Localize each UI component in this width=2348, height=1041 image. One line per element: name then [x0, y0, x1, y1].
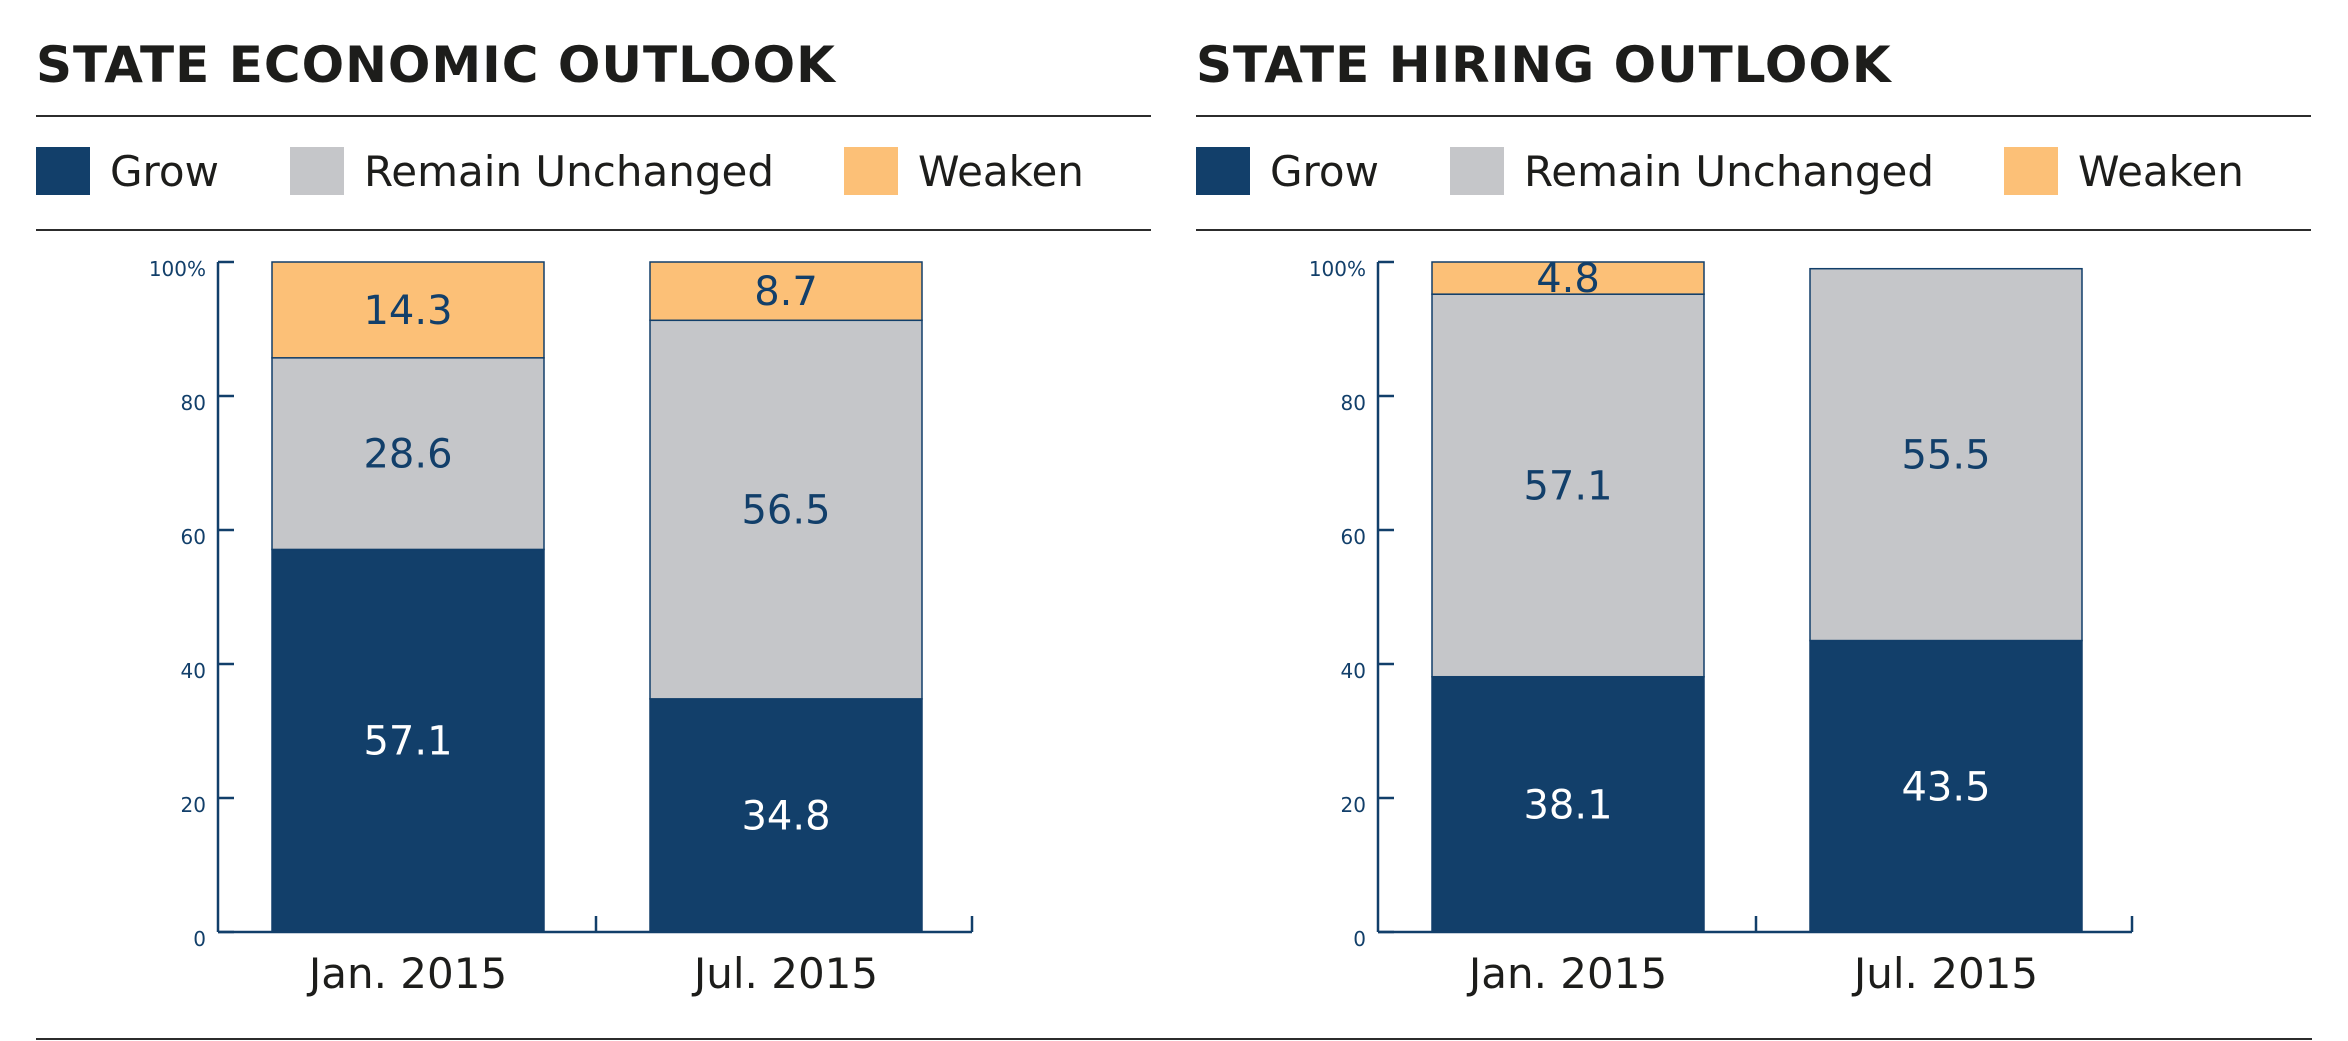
- bar-segment-grow: [1431, 675, 1705, 933]
- legend-swatch-unchanged: [1450, 147, 1504, 195]
- bar-segment-unchanged: [649, 319, 923, 700]
- divider: [36, 229, 1151, 231]
- x-tick-label: Jul. 2015: [691, 949, 878, 998]
- legend-label-weaken: Weaken: [2078, 146, 2244, 196]
- data-label-unchanged: 55.5: [1901, 433, 1990, 479]
- data-label-unchanged: 57.1: [1523, 463, 1612, 509]
- legend-swatch-weaken: [844, 147, 898, 195]
- legend-item-grow: Grow: [36, 143, 219, 199]
- x-tick-label: Jan. 2015: [306, 949, 507, 998]
- data-label-unchanged: 56.5: [741, 488, 830, 534]
- divider: [1196, 115, 2311, 117]
- bar-segment-unchanged: [1809, 267, 2083, 642]
- legend-swatch-weaken: [2004, 147, 2058, 195]
- data-label-grow: 38.1: [1523, 782, 1612, 828]
- y-tick-label: 0: [1353, 927, 1366, 951]
- bar-segment-grow: [271, 548, 545, 933]
- economic-outlook-chart: 57.1 28.6 14.3 Jan. 2015 34.8 56.5 8.7 Jul. 201…: [149, 257, 974, 998]
- legend-item-unchanged: Remain Unchanged: [290, 143, 774, 199]
- legend: Grow Remain Unchanged Weaken: [1196, 143, 2311, 199]
- hiring-outlook-panel: STATE HIRING OUTLOOK Grow Remain Unchang…: [1196, 0, 2311, 1041]
- chart-title: STATE ECONOMIC OUTLOOK: [36, 36, 836, 94]
- divider: [1196, 229, 2311, 231]
- divider: [36, 115, 1151, 117]
- y-tick-label: 80: [1341, 391, 1366, 415]
- economic-outlook-panel: STATE ECONOMIC OUTLOOK Grow Remain Uncha…: [36, 0, 1151, 1041]
- y-tick-label: 0: [193, 927, 206, 951]
- legend-item-grow: Grow: [1196, 143, 1379, 199]
- data-label-grow: 57.1: [363, 719, 452, 765]
- y-tick-label: 60: [1341, 525, 1366, 549]
- data-label-unchanged: 28.6: [363, 432, 452, 478]
- data-label-grow: 34.8: [741, 793, 830, 839]
- data-label-weaken: 4.8: [1536, 256, 1600, 302]
- y-tick-label: 100%: [1309, 257, 1366, 281]
- bar-segment-unchanged: [271, 357, 545, 551]
- bar-segment-weaken: [271, 261, 545, 359]
- legend-label-unchanged: Remain Unchanged: [1524, 146, 1935, 196]
- y-tick-label: 100%: [149, 257, 206, 281]
- legend-swatch-grow: [36, 147, 90, 195]
- bar-segment-weaken: [1431, 261, 1705, 295]
- chart-title: STATE HIRING OUTLOOK: [1196, 36, 1892, 94]
- legend-label-weaken: Weaken: [918, 146, 1084, 196]
- legend-item-weaken: Weaken: [844, 143, 1084, 199]
- legend-swatch-grow: [1196, 147, 1250, 195]
- y-tick-label: 40: [181, 659, 206, 683]
- data-label-grow: 43.5: [1901, 764, 1990, 810]
- hiring-outlook-chart: 38.1 57.1 4.8 Jan. 2015 43.5 55.5 Jul. 2015 0 20…: [1309, 256, 2134, 998]
- bar-segment-grow: [649, 698, 923, 933]
- data-label-weaken: 14.3: [363, 288, 452, 334]
- legend-swatch-unchanged: [290, 147, 344, 195]
- y-tick-label: 20: [1341, 793, 1366, 817]
- data-label-weaken: 8.7: [754, 269, 818, 315]
- y-tick-label: 20: [181, 793, 206, 817]
- bar-segment-unchanged: [1431, 293, 1705, 678]
- legend: Grow Remain Unchanged Weaken: [36, 143, 1151, 199]
- bottom-divider: [36, 1038, 2312, 1040]
- legend-item-unchanged: Remain Unchanged: [1450, 143, 1934, 199]
- legend-label-grow: Grow: [110, 146, 219, 196]
- y-tick-label: 40: [1341, 659, 1366, 683]
- legend-item-weaken: Weaken: [2004, 143, 2244, 199]
- y-tick-label: 60: [181, 525, 206, 549]
- bar-segment-weaken: [649, 261, 923, 322]
- x-tick-label: Jan. 2015: [1466, 949, 1667, 998]
- bar-segment-grow: [1809, 639, 2083, 933]
- y-tick-label: 80: [181, 391, 206, 415]
- x-tick-label: Jul. 2015: [1851, 949, 2038, 998]
- legend-label-unchanged: Remain Unchanged: [364, 146, 775, 196]
- legend-label-grow: Grow: [1270, 146, 1379, 196]
